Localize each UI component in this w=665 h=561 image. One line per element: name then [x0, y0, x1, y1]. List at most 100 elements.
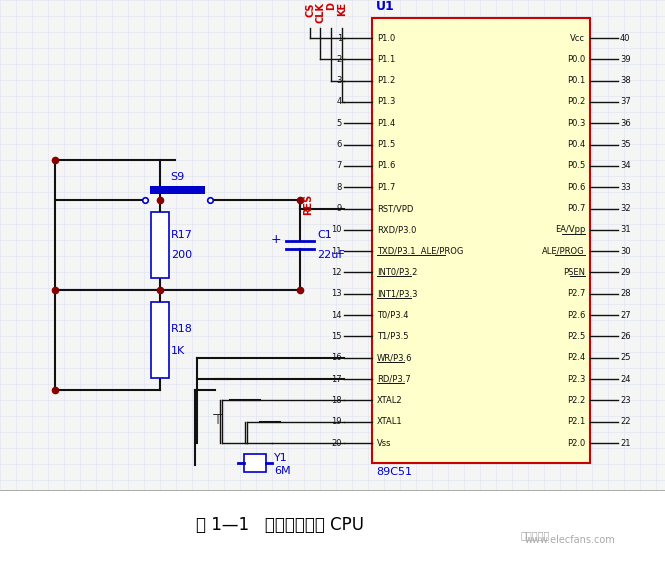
Text: 30: 30 [620, 247, 630, 256]
Text: WR/P3.6: WR/P3.6 [377, 353, 412, 362]
Text: P1.3: P1.3 [377, 98, 396, 107]
Bar [0, 490, 665, 561]
Text: 7: 7 [336, 162, 342, 171]
Text: P0.5: P0.5 [567, 162, 585, 171]
Text: RST/VPD: RST/VPD [377, 204, 414, 213]
Text: Vss: Vss [377, 439, 392, 448]
Text: P0.6: P0.6 [567, 183, 585, 192]
Text: 图 1—1   中央处理单元 CPU: 图 1—1 中央处理单元 CPU [196, 516, 364, 534]
Text: R18: R18 [171, 324, 193, 334]
Text: P1.1: P1.1 [377, 55, 395, 64]
Text: 27: 27 [620, 311, 630, 320]
Text: 40: 40 [620, 34, 630, 43]
Text: 23: 23 [620, 396, 630, 405]
Text: P2.6: P2.6 [567, 311, 585, 320]
Text: S9: S9 [170, 172, 185, 182]
Text: 4: 4 [336, 98, 342, 107]
Text: 35: 35 [620, 140, 630, 149]
Text: P2.7: P2.7 [567, 289, 585, 298]
Text: 34: 34 [620, 162, 630, 171]
Text: P0.3: P0.3 [567, 119, 585, 128]
Text: 37: 37 [620, 98, 630, 107]
Text: 10: 10 [331, 226, 342, 234]
Text: CS: CS [305, 2, 315, 16]
Text: CLK: CLK [315, 2, 325, 23]
Text: RD/P3.7: RD/P3.7 [377, 375, 411, 384]
Text: TXD/P3.1  ALE/PROG: TXD/P3.1 ALE/PROG [377, 247, 464, 256]
Bar [151, 302, 169, 378]
Text: www.elecfans.com: www.elecfans.com [525, 535, 615, 545]
Text: 38: 38 [620, 76, 630, 85]
Text: 6: 6 [336, 140, 342, 149]
Text: P2.2: P2.2 [567, 396, 585, 405]
Text: U1: U1 [376, 0, 395, 13]
Text: 5: 5 [336, 119, 342, 128]
Text: 24: 24 [620, 375, 630, 384]
Text: 39: 39 [620, 55, 630, 64]
Text: 1: 1 [336, 34, 342, 43]
Text: 22uF: 22uF [317, 250, 344, 260]
Text: P1.2: P1.2 [377, 76, 395, 85]
Text: 16: 16 [331, 353, 342, 362]
Text: P0.4: P0.4 [567, 140, 585, 149]
Text: R17: R17 [171, 230, 193, 240]
Text: 8: 8 [336, 183, 342, 192]
Text: 36: 36 [620, 119, 630, 128]
Text: PSEN: PSEN [563, 268, 585, 277]
Text: P0.0: P0.0 [567, 55, 585, 64]
Bar [151, 212, 169, 278]
Text: P2.1: P2.1 [567, 417, 585, 426]
Text: 15: 15 [331, 332, 342, 341]
Text: 19: 19 [331, 417, 342, 426]
Text: 13: 13 [331, 289, 342, 298]
Text: 29: 29 [620, 268, 630, 277]
Text: RXD/P3.0: RXD/P3.0 [377, 226, 416, 234]
Text: 2: 2 [336, 55, 342, 64]
Text: Vcc: Vcc [570, 34, 585, 43]
Text: 26: 26 [620, 332, 630, 341]
Text: XTAL1: XTAL1 [377, 417, 402, 426]
Text: 11: 11 [331, 247, 342, 256]
Text: T1/P3.5: T1/P3.5 [377, 332, 408, 341]
Text: 18: 18 [331, 396, 342, 405]
Text: 89C51: 89C51 [376, 467, 412, 477]
Text: P2.4: P2.4 [567, 353, 585, 362]
Text: 12: 12 [331, 268, 342, 277]
Text: 33: 33 [620, 183, 630, 192]
Text: ALE/PROG: ALE/PROG [543, 247, 585, 256]
Text: KE: KE [337, 2, 347, 16]
Text: 25: 25 [620, 353, 630, 362]
Text: INT0/P3.2: INT0/P3.2 [377, 268, 418, 277]
Text: 31: 31 [620, 226, 630, 234]
Text: 14: 14 [331, 311, 342, 320]
Text: 电子发烧友: 电子发烧友 [520, 530, 550, 540]
Text: P1.7: P1.7 [377, 183, 396, 192]
Text: 22: 22 [620, 417, 630, 426]
Text: P0.7: P0.7 [567, 204, 585, 213]
Text: ⊤: ⊤ [212, 413, 224, 427]
Text: +: + [271, 232, 281, 246]
Text: 21: 21 [620, 439, 630, 448]
Text: Y1: Y1 [274, 453, 288, 463]
Text: C1: C1 [317, 230, 332, 240]
Text: P1.5: P1.5 [377, 140, 395, 149]
Text: P1.0: P1.0 [377, 34, 395, 43]
Text: P0.2: P0.2 [567, 98, 585, 107]
Text: P2.3: P2.3 [567, 375, 585, 384]
Text: D: D [326, 2, 336, 10]
Bar [244, 454, 266, 472]
Text: P2.5: P2.5 [567, 332, 585, 341]
Text: RES: RES [303, 194, 313, 215]
Text: P0.1: P0.1 [567, 76, 585, 85]
Text: 6M: 6M [274, 466, 291, 476]
Text: 20: 20 [331, 439, 342, 448]
Text: XTAL2: XTAL2 [377, 396, 402, 405]
Text: 200: 200 [171, 250, 192, 260]
Text: 28: 28 [620, 289, 630, 298]
Text: 32: 32 [620, 204, 630, 213]
Text: 1K: 1K [171, 346, 186, 356]
Bar [150, 186, 205, 194]
Text: 3: 3 [336, 76, 342, 85]
Text: 17: 17 [331, 375, 342, 384]
Text: EA/Vpp: EA/Vpp [555, 226, 585, 234]
